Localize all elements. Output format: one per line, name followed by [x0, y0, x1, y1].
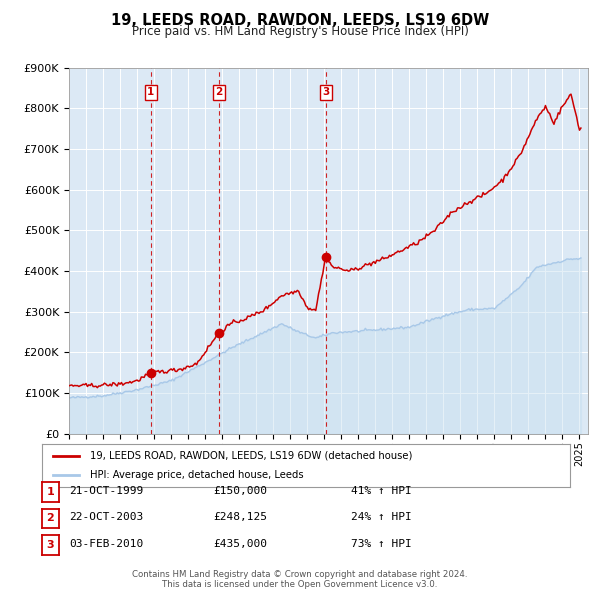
Text: 1: 1 — [47, 487, 54, 497]
Text: 1: 1 — [147, 87, 154, 97]
Text: 19, LEEDS ROAD, RAWDON, LEEDS, LS19 6DW (detached house): 19, LEEDS ROAD, RAWDON, LEEDS, LS19 6DW … — [89, 451, 412, 461]
Text: 3: 3 — [47, 540, 54, 550]
Text: £150,000: £150,000 — [213, 486, 267, 496]
Text: 41% ↑ HPI: 41% ↑ HPI — [351, 486, 412, 496]
Text: HPI: Average price, detached house, Leeds: HPI: Average price, detached house, Leed… — [89, 470, 303, 480]
Text: 21-OCT-1999: 21-OCT-1999 — [69, 486, 143, 496]
Text: 03-FEB-2010: 03-FEB-2010 — [69, 539, 143, 549]
Text: 73% ↑ HPI: 73% ↑ HPI — [351, 539, 412, 549]
Text: 2: 2 — [47, 513, 54, 523]
Text: This data is licensed under the Open Government Licence v3.0.: This data is licensed under the Open Gov… — [163, 579, 437, 589]
Text: 24% ↑ HPI: 24% ↑ HPI — [351, 512, 412, 522]
Text: Contains HM Land Registry data © Crown copyright and database right 2024.: Contains HM Land Registry data © Crown c… — [132, 570, 468, 579]
Text: 2: 2 — [215, 87, 223, 97]
Text: Price paid vs. HM Land Registry's House Price Index (HPI): Price paid vs. HM Land Registry's House … — [131, 25, 469, 38]
Text: 3: 3 — [322, 87, 329, 97]
Text: 19, LEEDS ROAD, RAWDON, LEEDS, LS19 6DW: 19, LEEDS ROAD, RAWDON, LEEDS, LS19 6DW — [111, 12, 489, 28]
Text: £248,125: £248,125 — [213, 512, 267, 522]
Text: £435,000: £435,000 — [213, 539, 267, 549]
Text: 22-OCT-2003: 22-OCT-2003 — [69, 512, 143, 522]
